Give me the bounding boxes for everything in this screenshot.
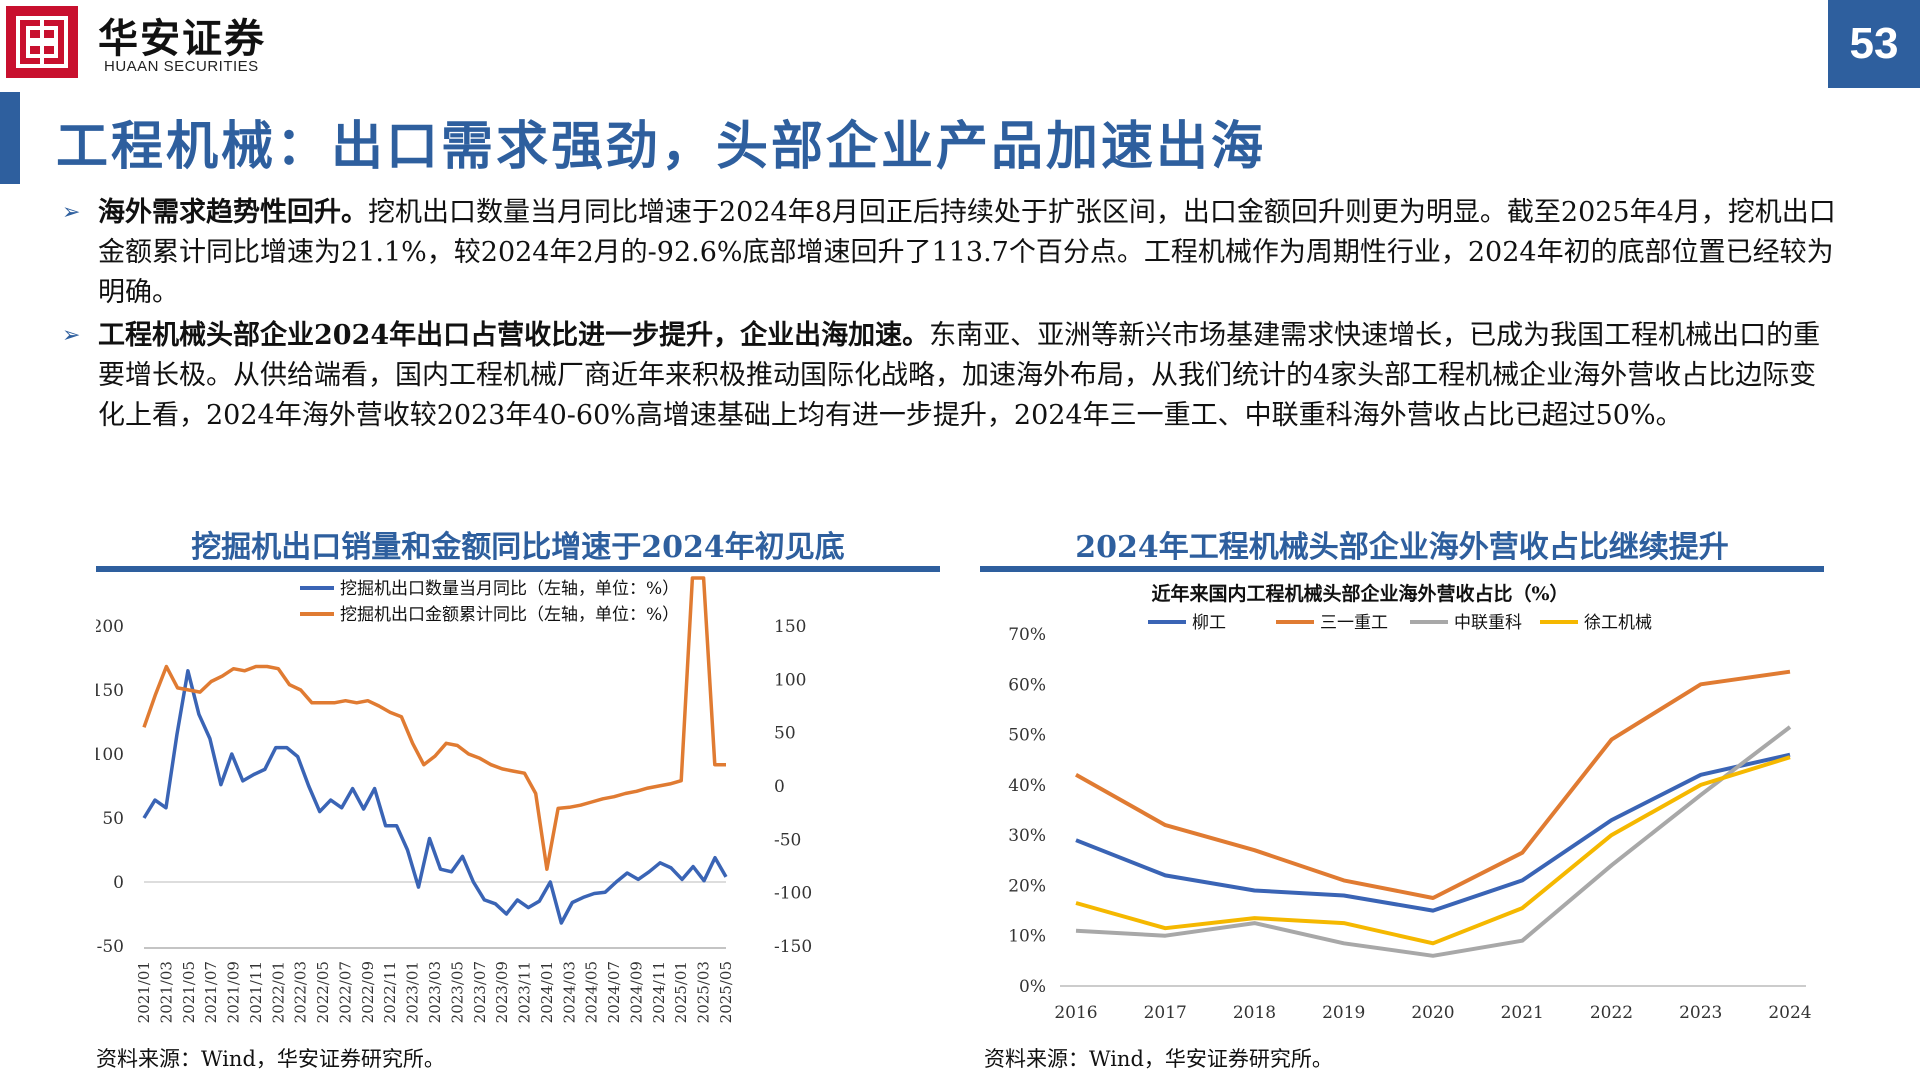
right-axis-tick: -150	[774, 937, 812, 957]
left-source-note: 资料来源：Wind，华安证券研究所。	[96, 1047, 445, 1071]
x-axis-tick: 2023/03	[426, 961, 444, 1023]
x-axis-tick: 2021/11	[247, 961, 265, 1023]
x-axis-tick: 2022	[1590, 1003, 1633, 1023]
left-axis-tick: 100	[96, 745, 124, 765]
right-chart-subtitle: 近年来国内工程机械头部企业海外营收占比（%）	[1151, 582, 1568, 605]
bullet-1-heading: 海外需求趋势性回升。	[98, 197, 368, 228]
x-axis-tick: 2018	[1233, 1003, 1276, 1023]
left-axis-tick: 0	[113, 873, 124, 893]
y-axis-tick: 30%	[1008, 826, 1046, 846]
legend-label: 徐工机械	[1584, 613, 1652, 633]
series-line	[142, 576, 726, 871]
y-axis-tick: 20%	[1008, 876, 1046, 896]
y-axis-tick: 10%	[1008, 927, 1046, 947]
x-axis-tick: 2023/01	[404, 961, 422, 1023]
right-line-chart: 近年来国内工程机械头部企业海外营收占比（%） 柳工 三一重工 中联重科 徐工机械 70% 6…	[1008, 582, 1811, 1023]
left-axis-tick: -50	[97, 937, 124, 957]
x-axis-tick: 2025/01	[672, 961, 690, 1023]
legend-label: 挖掘机出口数量当月同比（左轴，单位：%）	[340, 579, 679, 599]
x-axis-tick: 2023/07	[471, 961, 489, 1023]
y-axis-tick: 60%	[1008, 675, 1046, 695]
page-title: 工程机械：出口需求强劲，头部企业产品加速出海	[56, 116, 1267, 177]
brand-name-cn: 华安证券	[98, 15, 266, 62]
x-axis-tick: 2021/09	[225, 961, 243, 1023]
x-axis-tick: 2016	[1054, 1003, 1097, 1023]
left-axis-tick: 200	[96, 617, 124, 637]
x-axis-tick: 2022/07	[336, 961, 354, 1023]
x-axis-tick: 2022/03	[292, 961, 310, 1023]
x-axis-tick: 2024/09	[627, 961, 645, 1023]
bullet-1-text: 挖机出口数量当月同比增速于2024年8月回正后持续处于扩张区间，出口金额回升则更…	[98, 197, 1836, 308]
x-axis-tick: 2025/03	[695, 961, 713, 1023]
left-axis-tick: 150	[96, 681, 124, 701]
series-line	[1075, 752, 1791, 913]
x-axis-tick: 2023/11	[516, 961, 534, 1023]
bullet-2-heading: 工程机械头部企业2024年出口占营收比进一步提升，企业出海加速。	[98, 320, 930, 351]
x-axis-tick: 2021/01	[135, 961, 153, 1023]
x-axis-tick: 2020	[1411, 1003, 1454, 1023]
bullet-arrow-icon: ➢	[62, 200, 81, 225]
right-axis-tick: 0	[774, 777, 785, 797]
left-line-chart: 挖掘机出口数量当月同比（左轴，单位：%） 挖掘机出口金额累计同比（左轴，单位：%）…	[96, 576, 812, 1023]
series-line	[1075, 725, 1792, 958]
x-axis-tick: 2023/09	[493, 961, 511, 1023]
x-axis-tick: 2022/11	[381, 961, 399, 1023]
x-axis-tick: 2021	[1501, 1003, 1544, 1023]
series-line	[142, 669, 728, 925]
right-source-note: 资料来源：Wind，华安证券研究所。	[984, 1047, 1333, 1071]
x-axis-tick: 2022/01	[269, 961, 287, 1023]
x-axis-tick: 2025/05	[717, 961, 735, 1023]
x-axis-tick: 2022/05	[314, 961, 332, 1023]
logo	[6, 6, 78, 78]
page-number: 53	[1828, 0, 1920, 88]
logo-emblem-icon	[16, 16, 68, 68]
x-axis-tick: 2024	[1768, 1003, 1811, 1023]
legend-label: 中联重科	[1454, 613, 1522, 633]
x-axis-tick: 2024/07	[605, 961, 623, 1023]
bullet-2: ➢ 工程机械头部企业2024年出口占营收比进一步提升，企业出海加速。东南亚、亚洲…	[62, 316, 1842, 436]
right-chart-title: 2024年工程机械头部企业海外营收占比继续提升	[1075, 530, 1729, 565]
x-axis-tick: 2017	[1144, 1003, 1187, 1023]
x-axis-tick: 2024/05	[583, 961, 601, 1023]
x-axis-tick: 2019	[1322, 1003, 1365, 1023]
series-line	[1075, 755, 1791, 946]
left-axis-tick: 50	[102, 809, 124, 829]
legend-label: 三一重工	[1320, 613, 1388, 633]
legend-label: 柳工	[1192, 613, 1226, 633]
y-axis-tick: 70%	[1008, 625, 1046, 645]
left-chart-title: 挖掘机出口销量和金额同比增速于2024年初见底	[191, 530, 845, 565]
title-accent-bar	[0, 92, 20, 184]
x-axis-tick: 2023/05	[448, 961, 466, 1023]
x-axis-tick: 2021/07	[202, 961, 220, 1023]
x-axis-tick: 2022/09	[359, 961, 377, 1023]
y-axis-tick: 0%	[1019, 977, 1046, 997]
right-chart-rule	[980, 566, 1824, 572]
bullet-arrow-icon: ➢	[62, 323, 81, 348]
legend-label: 挖掘机出口金额累计同比（左轴，单位：%）	[340, 605, 679, 625]
x-axis-tick: 2021/03	[157, 961, 175, 1023]
brand-name-en: HUAAN SECURITIES	[104, 58, 259, 75]
right-axis-tick: 50	[774, 724, 796, 744]
series-line	[1075, 669, 1791, 900]
right-axis-tick: -100	[774, 884, 812, 904]
x-axis-tick: 2023	[1679, 1003, 1722, 1023]
right-axis-tick: 150	[774, 617, 806, 637]
bullet-1: ➢ 海外需求趋势性回升。挖机出口数量当月同比增速于2024年8月回正后持续处于扩…	[62, 193, 1842, 313]
y-axis-tick: 50%	[1008, 726, 1046, 746]
left-chart-rule	[96, 566, 940, 572]
bullet-2-text: 东南亚、亚洲等新兴市场基建需求快速增长，已成为我国工程机械出口的重要增长极。从供…	[98, 320, 1821, 431]
right-axis-tick: 100	[774, 670, 806, 690]
x-axis-tick: 2024/11	[650, 961, 668, 1023]
right-axis-tick: -50	[774, 830, 801, 850]
x-axis-tick: 2024/03	[560, 961, 578, 1023]
y-axis-tick: 40%	[1008, 776, 1046, 796]
x-axis-tick: 2021/05	[180, 961, 198, 1023]
x-axis-tick: 2024/01	[538, 961, 556, 1023]
